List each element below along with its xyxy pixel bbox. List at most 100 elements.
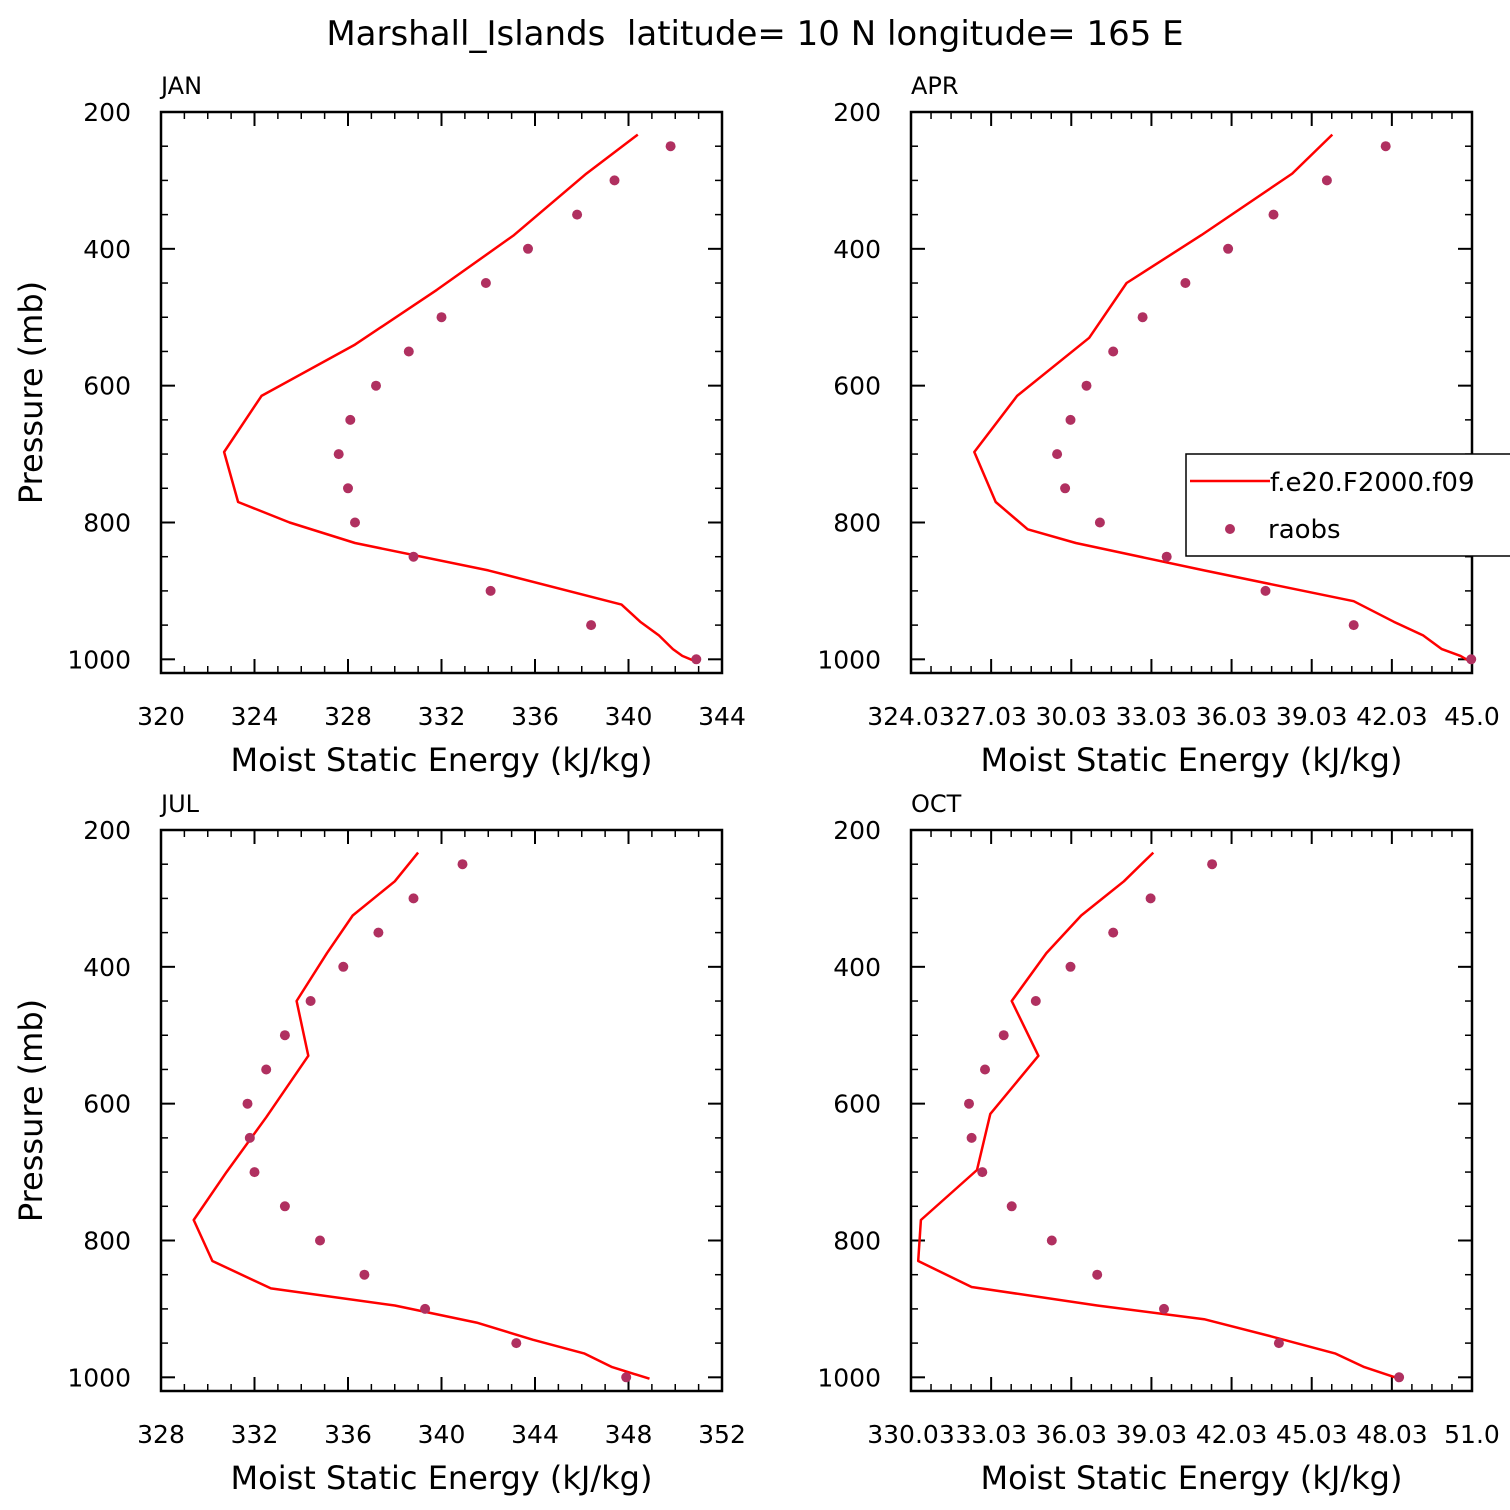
y-tick-label: 200 (833, 816, 881, 845)
plot-frame-apr (909, 110, 1474, 675)
legend-obs-marker (1225, 524, 1235, 534)
x-axis-title-oct: Moist Static Energy (kJ/kg) (981, 1459, 1403, 1497)
obs-point-apr (1094, 517, 1105, 528)
y-axis-title-jul: Pressure (mb) (12, 999, 50, 1222)
x-tick-label: 39.03 (1276, 702, 1348, 731)
obs-point-apr (1161, 551, 1172, 562)
model-line-apr (973, 133, 1473, 664)
obs-point-apr (1108, 346, 1119, 357)
obs-point-apr (1268, 209, 1279, 220)
x-tick-label: 45.0 (1444, 702, 1500, 731)
chart-oct: OCT 330.03 33.03 36.03 39.03 42.03 45.03 48.03 5… (817, 790, 1499, 1497)
obs-point-jul (511, 1338, 522, 1349)
x-tick-label: 336 (511, 702, 559, 731)
legend-model-label: f.e20.F2000.f09 (1270, 468, 1475, 498)
model-line-jan (222, 133, 700, 664)
legend: f.e20.F2000.f09 raobs (1185, 453, 1510, 557)
obs-point-jan (572, 209, 583, 220)
obs-point-oct (966, 1132, 977, 1143)
obs-point-jan (408, 551, 419, 562)
obs-point-oct (980, 1064, 990, 1075)
x-tick-label: 332 (418, 702, 466, 731)
x-tick-label: 45.03 (1276, 1420, 1348, 1449)
x-tick-label: 324.03 (867, 702, 954, 731)
obs-point-jul (279, 1201, 290, 1212)
y-tick-label: 400 (83, 235, 131, 264)
chart-jan: JAN 320 324 328 332 336 340 344 200 400 600 800 1000… (12, 72, 746, 779)
obs-point-oct (1046, 1235, 1057, 1246)
y-tick-label: 600 (833, 1090, 881, 1119)
obs-point-jul (315, 1235, 325, 1246)
obs-point-jan (343, 483, 353, 494)
obs-point-oct (1159, 1303, 1169, 1314)
obs-point-jul (338, 961, 349, 972)
obs-point-oct (1207, 859, 1218, 870)
y-tick-label: 600 (83, 1090, 131, 1119)
plot-frame-jan (159, 110, 724, 675)
obs-point-oct (1030, 996, 1041, 1006)
obs-point-jul (242, 1098, 253, 1109)
obs-point-oct (1108, 927, 1119, 938)
x-tick-label: 344 (698, 702, 746, 731)
y-tick-label: 600 (83, 372, 131, 401)
obs-point-jul (621, 1372, 632, 1383)
obs-point-apr (1065, 414, 1076, 425)
y-tick-label: 200 (83, 98, 131, 127)
x-tick-label: 348 (605, 1420, 653, 1449)
y-tick-label: 400 (833, 235, 881, 264)
obs-point-apr (1348, 620, 1359, 631)
obs-point-jan (523, 243, 533, 254)
y-tick-label: 600 (833, 372, 881, 401)
obs-point-apr (1321, 175, 1332, 186)
x-tick-label: 36.03 (1035, 1420, 1107, 1449)
obs-point-oct (1145, 893, 1156, 904)
obs-point-apr (1052, 449, 1063, 460)
obs-point-oct (977, 1167, 988, 1178)
y-tick-label: 400 (833, 953, 881, 982)
obs-point-jan (345, 414, 356, 425)
obs-point-jan (371, 380, 381, 391)
obs-point-apr (1137, 312, 1148, 323)
y-tick-label: 200 (833, 98, 881, 127)
x-axis-title-jan: Moist Static Energy (kJ/kg) (231, 741, 653, 779)
obs-point-jan (403, 346, 414, 357)
legend-box (1185, 453, 1510, 557)
obs-point-jul (244, 1132, 255, 1143)
obs-point-apr (1060, 483, 1071, 494)
y-tick-label: 800 (833, 508, 881, 537)
obs-point-jan (691, 654, 702, 665)
x-tick-label: 48.03 (1356, 1420, 1428, 1449)
obs-point-apr (1223, 243, 1234, 254)
x-tick-label: 27.03 (955, 702, 1027, 731)
obs-point-oct (1394, 1372, 1405, 1383)
obs-point-jul (408, 893, 419, 904)
x-tick-label: 42.03 (1356, 702, 1428, 731)
obs-point-jul (457, 859, 468, 870)
y-tick-label: 800 (833, 1226, 881, 1255)
model-line-oct (916, 851, 1400, 1380)
x-tick-label: 340 (605, 702, 653, 731)
obs-point-jan (480, 278, 491, 288)
y-tick-label: 400 (83, 953, 131, 982)
y-tick-label: 1000 (817, 1363, 881, 1392)
obs-point-jan (436, 312, 447, 323)
chart-jul: JUL 328 332 336 340 344 348 352 200 400 600 800 1000… (12, 790, 746, 1497)
x-tick-label: 328 (324, 702, 372, 731)
y-tick-label: 1000 (817, 645, 881, 674)
x-tick-label: 36.03 (1196, 702, 1268, 731)
x-tick-label: 324 (231, 702, 279, 731)
y-tick-label: 200 (83, 816, 131, 845)
chart-apr: APR 324.03 27.03 30.03 33.03 36.03 39.03 42.03 4… (817, 72, 1499, 779)
panels: JAN 320 324 328 332 336 340 344 200 400 600 800 1000… (12, 72, 1500, 1497)
legend-obs-label: raobs (1268, 515, 1341, 545)
x-tick-label: 344 (511, 1420, 559, 1449)
x-tick-label: 330.03 (867, 1420, 954, 1449)
obs-point-jul (261, 1064, 272, 1075)
x-tick-label: 336 (324, 1420, 372, 1449)
obs-point-jan (586, 620, 597, 631)
x-tick-label: 39.03 (1116, 1420, 1188, 1449)
x-tick-label: 340 (418, 1420, 466, 1449)
obs-point-jul (420, 1303, 431, 1314)
y-tick-label: 800 (83, 508, 131, 537)
obs-point-oct (964, 1098, 974, 1109)
